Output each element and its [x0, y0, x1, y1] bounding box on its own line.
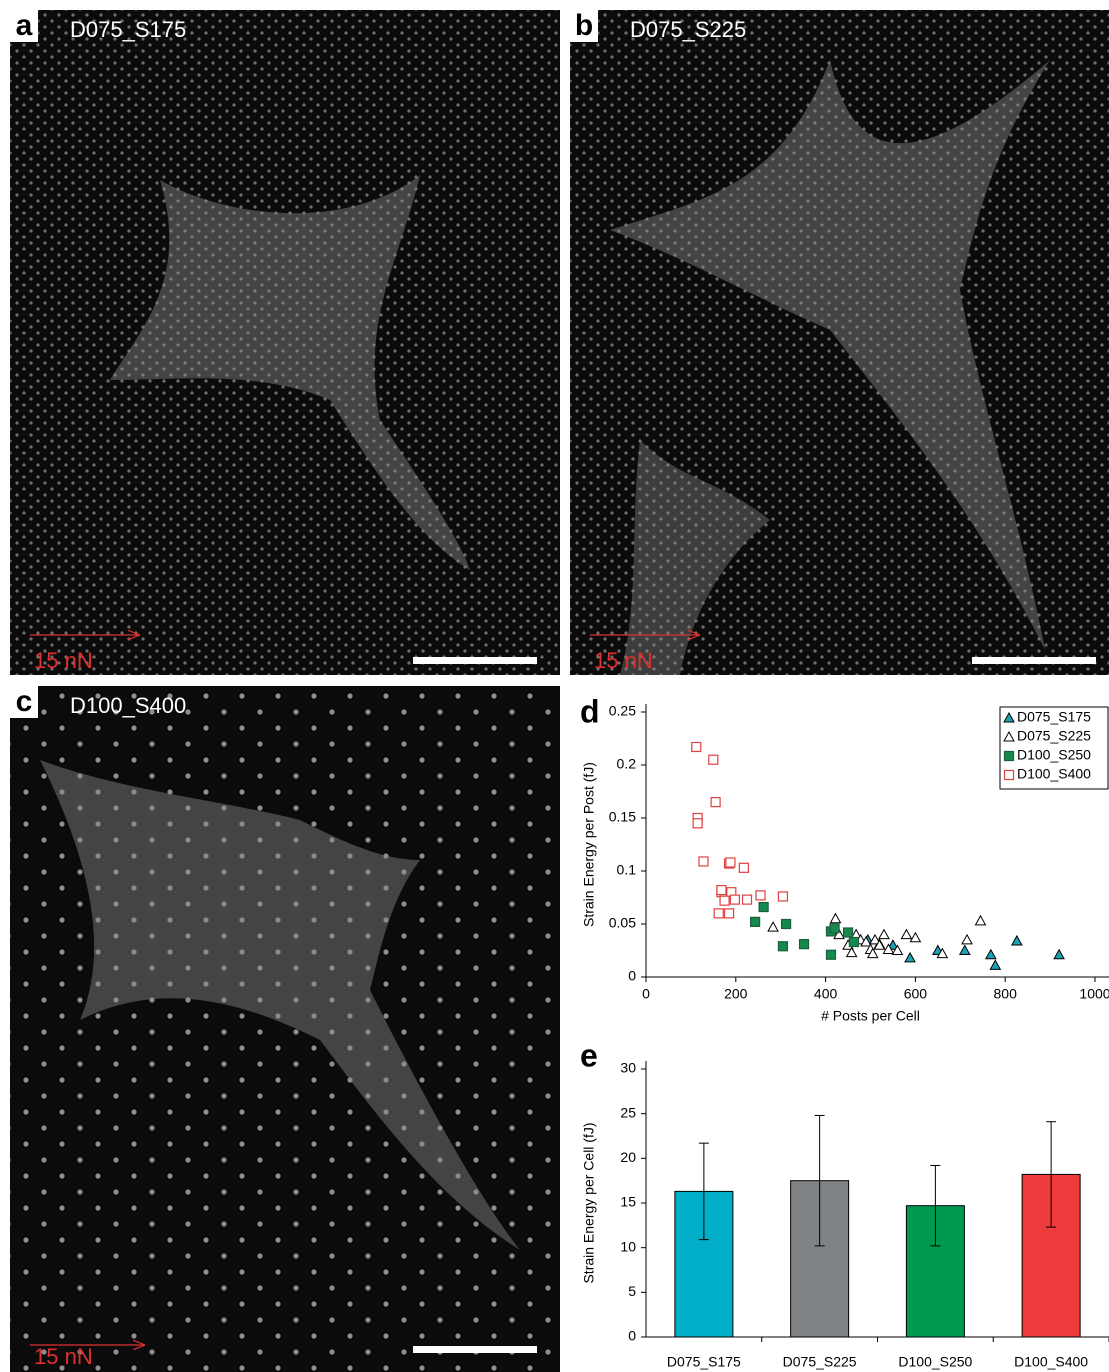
legend-label: D100_S400	[1017, 766, 1091, 782]
x-tick-label: 400	[814, 986, 838, 1002]
point	[782, 920, 791, 929]
point	[751, 917, 760, 926]
image-b	[570, 10, 1109, 675]
point	[756, 891, 765, 900]
point	[830, 924, 839, 933]
sample-label: D100_S400	[70, 693, 186, 718]
sample-label: D075_S225	[630, 17, 746, 42]
y-tick-label: 0	[628, 968, 636, 984]
y-tick-label: 10	[620, 1238, 636, 1254]
point	[962, 935, 972, 944]
point	[910, 933, 920, 942]
x-tick-label: D100_S250	[898, 1354, 972, 1370]
y-axis-label: Strain Energy per Post (fJ)	[581, 762, 597, 927]
force-scale-label: 15 nN	[594, 648, 653, 673]
y-tick-label: 0.1	[617, 862, 637, 878]
point	[1004, 713, 1014, 722]
image-a	[10, 10, 560, 675]
point	[1004, 732, 1014, 741]
point	[1005, 771, 1014, 780]
page: aD075_S17515 nNbD075_S22515 nNcD100_S400…	[0, 0, 1109, 1372]
point	[778, 892, 787, 901]
x-axis-label: # Posts per Cell	[821, 1008, 920, 1024]
point	[844, 928, 853, 937]
point	[778, 942, 787, 951]
point	[768, 922, 778, 931]
y-axis-label: Strain Energy per Cell (fJ)	[581, 1122, 597, 1283]
y-tick-label: 0.15	[609, 809, 636, 825]
point	[1054, 950, 1064, 959]
point	[990, 960, 1000, 969]
x-tick-label: 600	[904, 986, 928, 1002]
legend-label: D075_S225	[1017, 728, 1091, 744]
point	[743, 895, 752, 904]
y-tick-label: 20	[620, 1149, 636, 1165]
y-tick-label: 0.25	[609, 703, 636, 719]
panel-letter: e	[580, 1037, 598, 1073]
point	[699, 857, 708, 866]
point	[905, 953, 915, 962]
panel-letter: a	[16, 9, 33, 42]
point	[714, 909, 723, 918]
x-tick-label: 1000	[1079, 986, 1109, 1002]
image-c	[10, 686, 560, 1372]
point	[720, 896, 729, 905]
point	[986, 950, 996, 959]
point	[976, 916, 986, 925]
y-tick-label: 0	[628, 1328, 636, 1344]
point	[711, 798, 720, 807]
x-tick-label: D075_S175	[667, 1354, 741, 1370]
point	[901, 930, 911, 939]
x-tick-label: D100_S400	[1014, 1354, 1088, 1370]
point	[725, 909, 734, 918]
y-tick-label: 5	[628, 1283, 636, 1299]
point	[1005, 752, 1014, 761]
figure: aD075_S17515 nNbD075_S22515 nNcD100_S400…	[0, 0, 1109, 1372]
x-tick-label: 0	[642, 986, 650, 1002]
force-scale-label: 15 nN	[34, 1344, 93, 1369]
point	[739, 863, 748, 872]
x-tick-label: D075_S225	[783, 1354, 857, 1370]
point	[830, 914, 840, 923]
y-tick-label: 0.05	[609, 915, 636, 931]
point	[693, 819, 702, 828]
point	[709, 755, 718, 764]
x-tick-label: 200	[724, 986, 748, 1002]
point	[826, 950, 835, 959]
point	[800, 940, 809, 949]
point	[879, 930, 889, 939]
point	[730, 895, 739, 904]
point	[759, 903, 768, 912]
point	[960, 946, 970, 955]
point	[717, 886, 726, 895]
panel-letter: d	[580, 693, 600, 729]
legend-label: D100_S250	[1017, 747, 1091, 763]
force-scale-label: 15 nN	[34, 648, 93, 673]
y-tick-label: 0.2	[617, 756, 637, 772]
y-tick-label: 15	[620, 1194, 636, 1210]
legend-label: D075_S175	[1017, 709, 1091, 725]
point	[726, 858, 735, 867]
sample-label: D075_S175	[70, 17, 186, 42]
point	[1012, 936, 1022, 945]
point	[849, 938, 858, 947]
y-tick-label: 30	[620, 1060, 636, 1076]
panel-letter: b	[575, 9, 593, 42]
point	[692, 742, 701, 751]
panel-letter: c	[16, 685, 33, 718]
x-tick-label: 800	[994, 986, 1018, 1002]
y-tick-label: 25	[620, 1104, 636, 1120]
